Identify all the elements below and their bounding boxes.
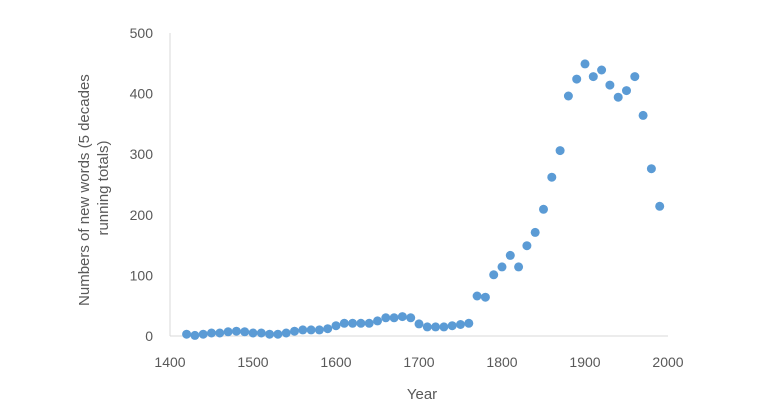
x-axis-title: Year	[407, 386, 437, 403]
data-point	[290, 326, 299, 336]
y-tick-label: 400	[130, 86, 154, 102]
x-tick-label: 2000	[652, 354, 683, 370]
data-point	[472, 291, 482, 301]
data-point	[373, 316, 382, 326]
data-point	[306, 325, 316, 335]
y-tick-label: 0	[145, 328, 153, 344]
data-point	[298, 325, 308, 335]
data-point	[223, 327, 233, 337]
y-tick-label: 200	[130, 207, 154, 223]
data-point	[655, 201, 665, 211]
x-tick-labels: 1400 1500 1600 1700 1800 1900 2000	[154, 354, 683, 370]
data-point	[597, 65, 607, 75]
data-point	[439, 322, 449, 332]
data-point	[314, 325, 324, 335]
data-point	[381, 313, 391, 323]
data-point	[198, 329, 208, 339]
data-point	[431, 322, 441, 332]
data-point	[231, 326, 241, 336]
data-point	[215, 328, 225, 338]
data-point	[630, 72, 640, 82]
data-point	[572, 74, 582, 84]
data-point	[522, 241, 532, 251]
y-tick-labels: 0 100 200 300 400 500	[130, 25, 154, 344]
data-point	[265, 329, 275, 339]
data-point	[406, 313, 416, 323]
data-point	[339, 318, 349, 328]
data-point	[364, 318, 374, 328]
data-point	[281, 328, 291, 338]
data-point	[547, 172, 557, 182]
data-point	[397, 312, 407, 322]
data-point	[348, 318, 358, 328]
data-point	[530, 227, 540, 237]
y-tick-label: 300	[130, 146, 154, 162]
data-point	[422, 322, 432, 332]
y-axis-title: Numbers of new words (5 decades running …	[76, 70, 112, 306]
x-tick-label: 1500	[237, 354, 268, 370]
data-point	[605, 80, 615, 90]
x-tick-label: 1400	[154, 354, 185, 370]
x-tick-label: 1700	[403, 354, 434, 370]
data-point	[190, 330, 200, 340]
x-tick-label: 1800	[486, 354, 517, 370]
data-point	[588, 72, 598, 82]
data-point	[622, 86, 631, 96]
data-point	[447, 321, 457, 331]
data-point	[489, 270, 499, 280]
y-axis-title-line-1: Numbers of new words (5 decades	[76, 74, 93, 306]
y-tick-label: 500	[130, 25, 154, 41]
data-point	[356, 318, 366, 328]
data-point	[539, 204, 548, 214]
data-point	[456, 320, 465, 329]
data-point	[256, 328, 266, 338]
y-axis-title-line-2: running totals)	[95, 140, 112, 235]
data-point	[248, 328, 258, 338]
data-points	[182, 59, 665, 340]
data-point	[323, 324, 333, 334]
x-tick-label: 1900	[569, 354, 600, 370]
data-point	[414, 319, 424, 329]
data-point	[613, 92, 623, 102]
data-point	[505, 250, 515, 260]
data-point	[464, 318, 474, 328]
data-point	[646, 164, 656, 174]
data-point	[580, 59, 590, 69]
data-point	[563, 91, 573, 101]
y-tick-label: 100	[130, 267, 154, 283]
data-point	[389, 313, 399, 323]
data-point	[638, 110, 648, 120]
x-tick-label: 1600	[320, 354, 351, 370]
data-point	[207, 328, 216, 338]
data-point	[497, 262, 507, 272]
data-point	[480, 292, 490, 302]
data-point	[182, 329, 192, 339]
data-point	[514, 262, 524, 272]
data-point	[273, 329, 283, 339]
data-point	[555, 146, 565, 156]
data-point	[331, 321, 341, 331]
data-point	[240, 327, 250, 337]
